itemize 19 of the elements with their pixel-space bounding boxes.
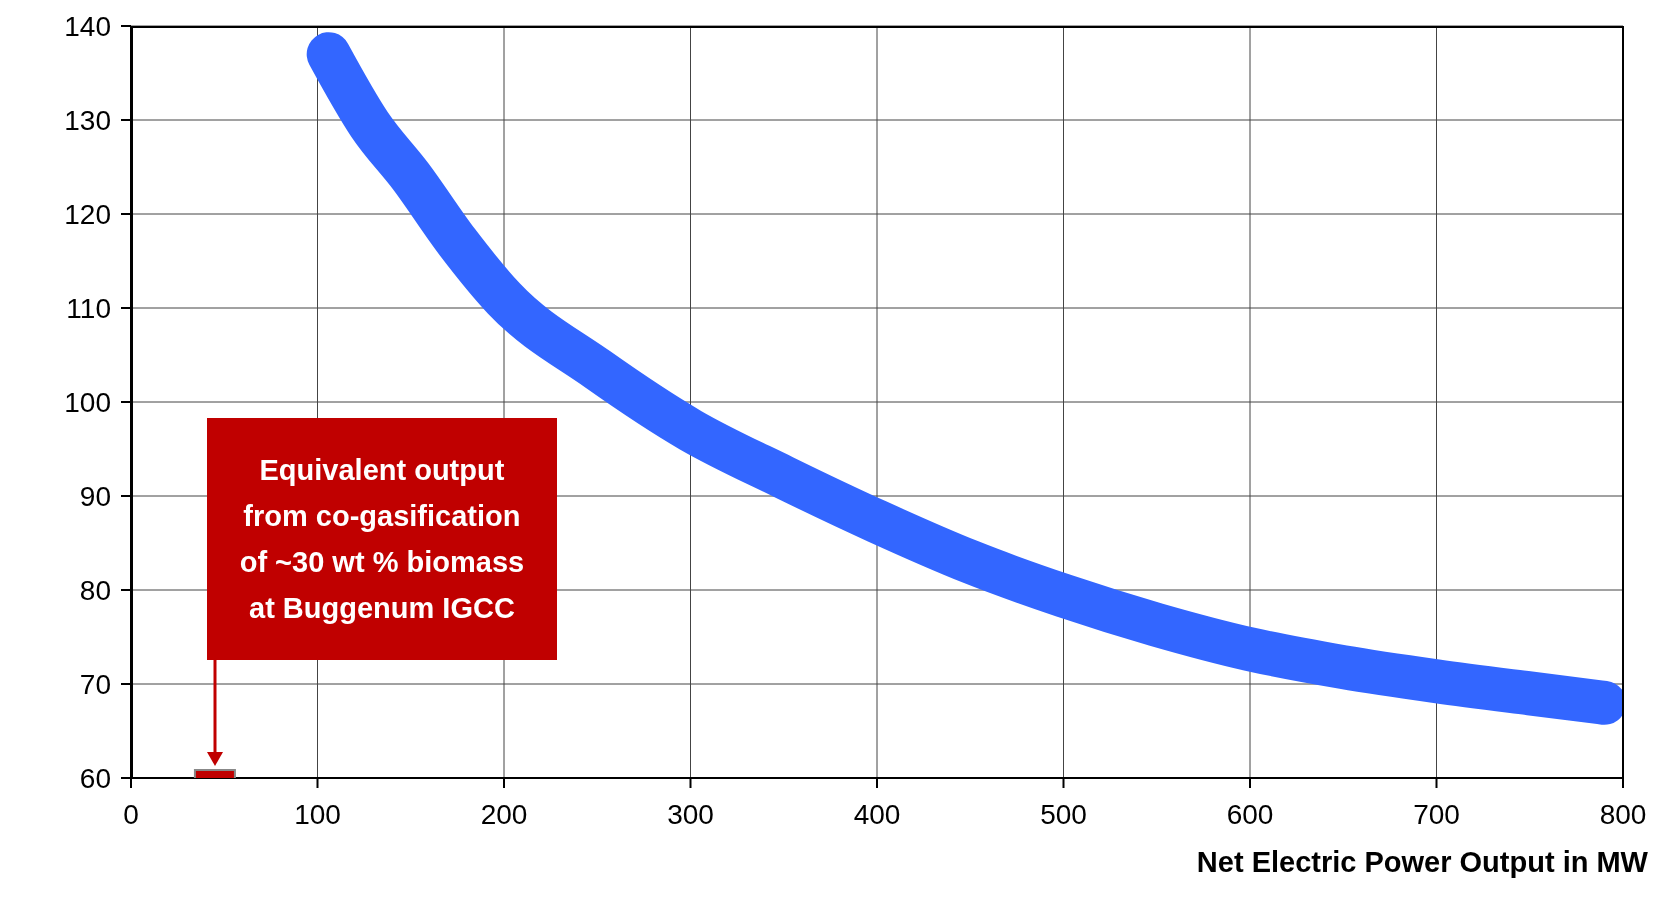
y-tick-label: 120 xyxy=(64,198,111,230)
x-tick-label: 800 xyxy=(1599,798,1647,830)
y-tick-label: 140 xyxy=(64,10,111,42)
x-tick-label: 700 xyxy=(1413,798,1460,830)
y-tick-label: 110 xyxy=(66,292,111,324)
x-tick-label: 100 xyxy=(294,798,341,830)
x-tick-label: 600 xyxy=(1226,798,1274,830)
x-tick-label: 200 xyxy=(480,798,528,830)
y-tick-label: 70 xyxy=(79,668,111,700)
y-tick-label: 80 xyxy=(79,574,111,606)
y-tick-label: 100 xyxy=(64,386,111,418)
x-axis-title: Net Electric Power Output in MW xyxy=(1196,846,1648,879)
x-tick-label: 500 xyxy=(1040,798,1087,830)
y-tick-label: 130 xyxy=(64,104,111,136)
x-tick-label: 0 xyxy=(123,798,139,830)
x-tick-label: 400 xyxy=(853,798,901,830)
y-tick-label: 60 xyxy=(79,762,111,794)
x-tick-label: 300 xyxy=(667,798,714,830)
y-tick-label: 90 xyxy=(79,480,111,512)
